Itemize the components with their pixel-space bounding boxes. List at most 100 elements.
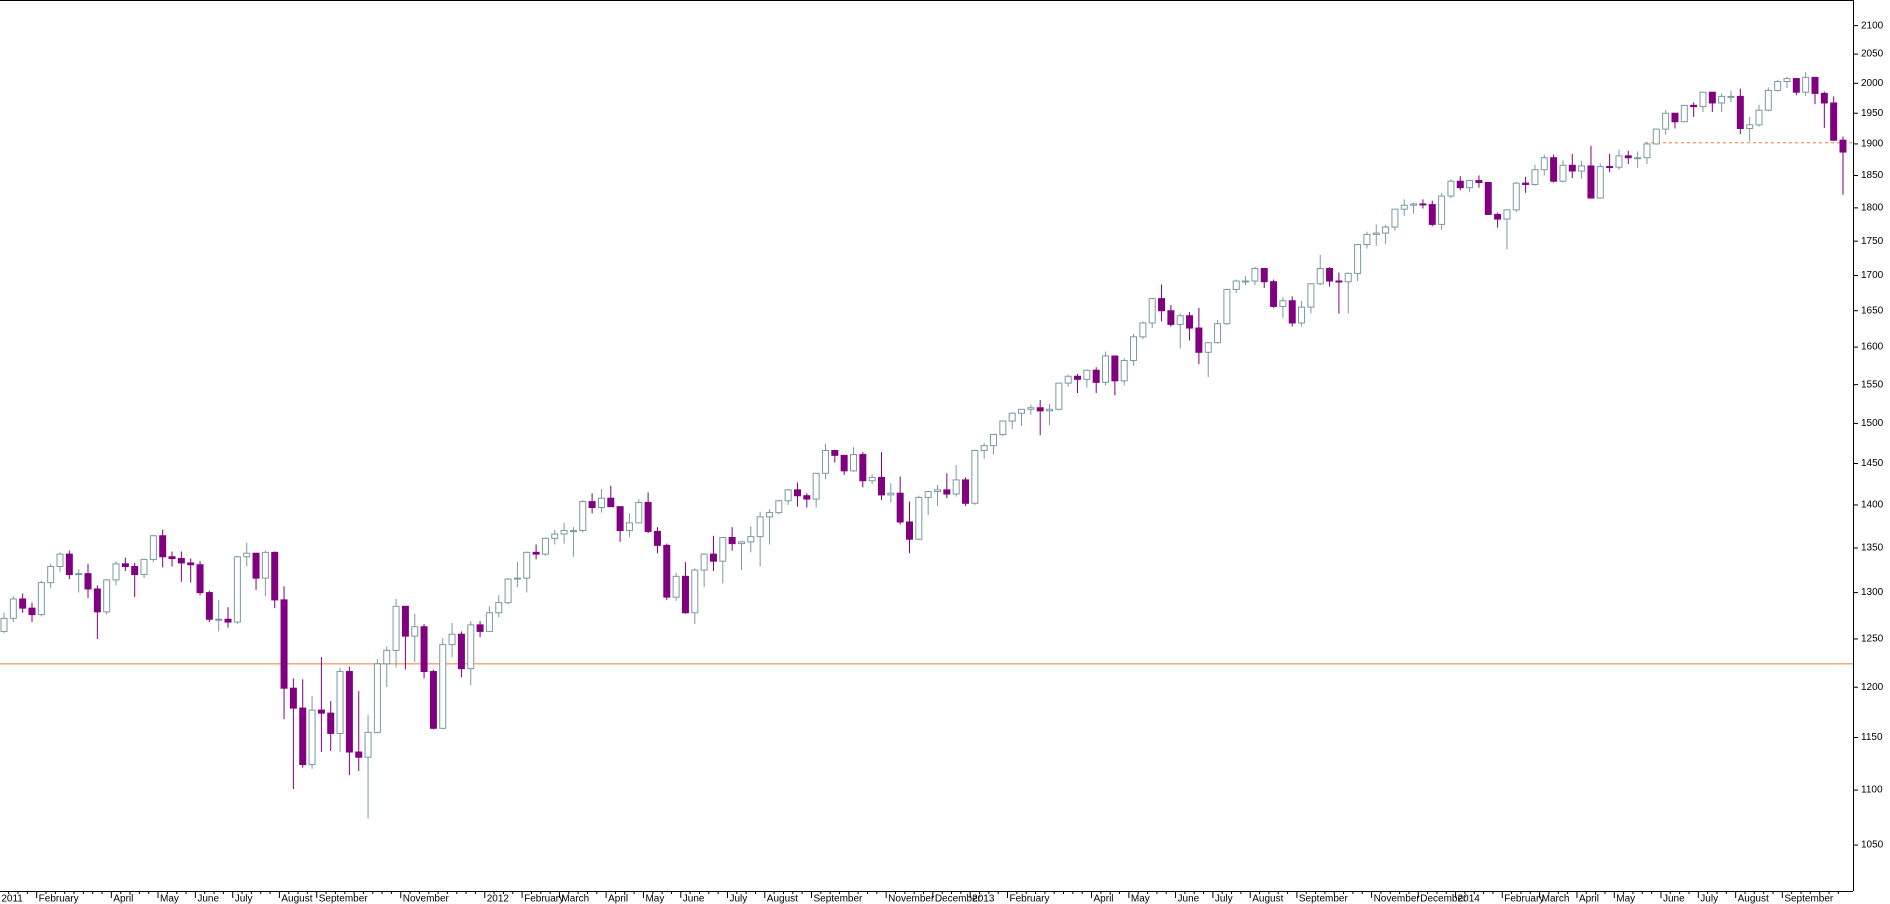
y-tick-label: 1500	[1861, 418, 1884, 429]
candle-body	[93, 588, 101, 613]
candle-body	[457, 633, 465, 670]
candle-body	[140, 558, 148, 576]
candle-body	[1802, 76, 1810, 93]
y-tick-label: 1400	[1861, 500, 1884, 511]
candle-body	[1344, 272, 1352, 283]
candle-body	[616, 506, 624, 532]
candle-body	[1363, 233, 1371, 246]
candle-body	[373, 663, 381, 733]
candle-body	[971, 450, 979, 504]
candle-body	[131, 566, 139, 576]
candle-body	[1036, 407, 1044, 412]
candle-body	[1727, 95, 1735, 98]
candle-body	[1008, 412, 1016, 422]
candle-body	[1578, 165, 1586, 172]
candle-body	[345, 671, 353, 753]
candle-body	[1186, 315, 1194, 329]
candle-body	[635, 501, 643, 524]
candle-body	[1428, 204, 1436, 225]
candle-body	[1736, 95, 1744, 129]
candle-body	[831, 450, 839, 456]
candle-body	[1652, 128, 1660, 145]
x-tick-label: March	[561, 894, 589, 904]
y-tick-label: 1050	[1861, 840, 1884, 851]
candle-body	[1251, 268, 1259, 282]
x-tick-label: February	[524, 894, 564, 904]
candle-body	[1372, 232, 1380, 235]
candle-body	[327, 712, 335, 734]
candle-body	[1568, 164, 1576, 172]
candle-body	[1064, 375, 1072, 384]
candle-body	[999, 420, 1007, 435]
y-tick-label: 1350	[1861, 543, 1884, 554]
candle-body	[75, 573, 83, 576]
candle-body	[1158, 298, 1166, 312]
y-tick-label: 2000	[1861, 78, 1884, 89]
candle-body	[597, 497, 605, 509]
x-tick-label: February	[39, 894, 79, 904]
candle-body	[551, 533, 559, 539]
candle-body	[1074, 375, 1082, 380]
candle-body	[1512, 182, 1520, 211]
candle-body	[168, 556, 176, 560]
candle-body	[336, 671, 344, 734]
candle-body	[1615, 155, 1623, 168]
candle-body	[532, 551, 540, 555]
candle-body	[495, 602, 503, 614]
candle-body	[392, 605, 400, 651]
candle-body	[1092, 369, 1100, 383]
x-tick-label: April	[1094, 894, 1114, 904]
y-tick-label: 1250	[1861, 634, 1884, 645]
candle-body	[952, 479, 960, 495]
candle-body	[1270, 281, 1278, 307]
x-tick-label: May	[1616, 894, 1635, 904]
x-tick-label: June	[683, 894, 705, 904]
candle-body	[1774, 81, 1782, 91]
x-tick-label: May	[160, 894, 179, 904]
x-tick-label: June	[1178, 894, 1200, 904]
candle-body	[943, 489, 951, 495]
candle-body	[1690, 104, 1698, 108]
candle-body	[1279, 300, 1287, 307]
candle-body	[56, 553, 64, 568]
candle-body	[840, 454, 848, 472]
candle-body	[121, 563, 129, 568]
candle-body	[887, 492, 895, 496]
y-tick-label: 1100	[1861, 785, 1883, 796]
candle-body	[1148, 298, 1156, 324]
candle-body	[1699, 91, 1707, 108]
candle-body	[1746, 124, 1754, 129]
x-tick-label: September	[1299, 894, 1349, 904]
candle-body	[280, 599, 288, 689]
y-tick-label: 1300	[1861, 587, 1884, 598]
candle-body	[1176, 315, 1184, 325]
candle-body	[1456, 180, 1464, 189]
x-tick-label: August	[281, 894, 312, 904]
x-tick-label: September	[813, 894, 863, 904]
x-tick-label: February	[1010, 894, 1050, 904]
x-tick-label: July	[235, 894, 253, 904]
candle-body	[289, 687, 297, 709]
candle-body	[504, 578, 512, 604]
candle-body	[934, 489, 942, 493]
y-tick-label: 1200	[1861, 682, 1884, 693]
candle-body	[28, 607, 36, 616]
candle-body	[859, 454, 867, 482]
candle-body	[579, 501, 587, 532]
x-tick-label: February	[1504, 894, 1544, 904]
candle-body	[439, 644, 447, 729]
candle-body	[1718, 95, 1726, 104]
candle-body	[1204, 342, 1212, 353]
candle-body	[719, 537, 727, 562]
candle-body	[1466, 180, 1474, 189]
candle-body	[793, 489, 801, 497]
y-tick-label: 1850	[1861, 170, 1884, 181]
y-tick-label: 1700	[1861, 270, 1884, 281]
y-tick-label: 2050	[1861, 49, 1884, 60]
candle-body	[261, 551, 269, 579]
x-tick-label: August	[767, 894, 798, 904]
candle-body	[1391, 208, 1399, 228]
candle-body	[1130, 336, 1138, 361]
candle-body	[1820, 92, 1828, 104]
